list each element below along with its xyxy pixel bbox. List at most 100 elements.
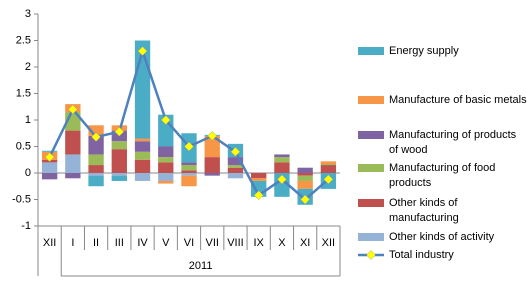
bar-segment bbox=[227, 167, 244, 173]
bar-segment bbox=[134, 159, 151, 173]
marker bbox=[184, 141, 194, 152]
legend-label: Manufacturing of products of wood bbox=[389, 129, 517, 156]
bar-segment bbox=[227, 165, 244, 168]
bar-segment bbox=[297, 180, 313, 189]
bar-segment bbox=[111, 173, 127, 176]
bar-segment bbox=[88, 165, 104, 173]
bar-segment bbox=[158, 180, 174, 184]
bar-segment bbox=[204, 173, 220, 176]
bar-segment bbox=[88, 154, 104, 166]
y-tick-label: 0.5 bbox=[16, 140, 31, 152]
bar-segment bbox=[181, 170, 197, 173]
bar-segment bbox=[134, 138, 151, 142]
bar-segment bbox=[297, 167, 313, 173]
bar-segment bbox=[158, 146, 174, 158]
bar-segment bbox=[251, 173, 267, 179]
bar-segment bbox=[274, 162, 290, 173]
bar-segment bbox=[181, 173, 197, 176]
bar-segment bbox=[65, 130, 81, 155]
bar-segment bbox=[88, 175, 104, 187]
legend-swatch bbox=[358, 131, 384, 139]
x-tick-label: X bbox=[278, 237, 286, 249]
y-tick-label: 0 bbox=[25, 167, 31, 179]
marker bbox=[277, 174, 287, 185]
bar-segment bbox=[181, 162, 197, 166]
marker bbox=[160, 115, 171, 125]
bar-segment bbox=[251, 178, 267, 181]
bar-segment bbox=[88, 125, 104, 136]
bar-segment bbox=[320, 163, 337, 166]
y-tick-label: 1 bbox=[25, 114, 31, 126]
y-tick-label: 2.5 bbox=[16, 34, 31, 46]
legend-swatch bbox=[358, 96, 384, 104]
x-tick-label: III bbox=[115, 237, 124, 249]
x-tick-label: VI bbox=[184, 237, 194, 249]
y-tick-label: -1 bbox=[21, 220, 31, 232]
bar-segment bbox=[88, 173, 104, 176]
legend-label: Manufacturing of food products bbox=[389, 162, 495, 189]
bar-segment bbox=[181, 165, 197, 171]
legend-swatch bbox=[358, 47, 384, 55]
bar-segment bbox=[158, 173, 174, 181]
marker bbox=[137, 46, 148, 56]
legend-swatch bbox=[358, 199, 384, 207]
legend-label: Other kinds of manufacturing bbox=[389, 197, 459, 224]
bar-segment bbox=[320, 161, 337, 164]
y-tick-label: 3 bbox=[25, 8, 31, 20]
x-tick-label: IV bbox=[137, 237, 148, 249]
x-tick-label: XII bbox=[43, 237, 56, 249]
legend-swatch bbox=[358, 233, 384, 241]
bar-segment bbox=[274, 154, 290, 158]
x-tick-label: XII bbox=[322, 237, 335, 249]
x-group-label: 2011 bbox=[189, 260, 213, 272]
bar-segment bbox=[158, 157, 174, 163]
marker bbox=[253, 190, 264, 201]
legend-label: Manufacture of basic metals bbox=[389, 94, 527, 106]
marker bbox=[230, 146, 241, 157]
marker bbox=[207, 131, 218, 141]
x-tick-label: XI bbox=[300, 237, 310, 249]
bar-segment bbox=[181, 175, 197, 187]
x-tick-label: VIII bbox=[227, 237, 244, 249]
bar-segment bbox=[134, 151, 151, 160]
bar-segment bbox=[158, 162, 174, 173]
y-tick-label: 2 bbox=[25, 61, 31, 73]
marker bbox=[44, 152, 55, 162]
legend-swatch bbox=[358, 164, 384, 172]
bar-segment bbox=[65, 154, 81, 173]
bar-segment bbox=[111, 141, 127, 150]
bar-segment bbox=[134, 141, 151, 152]
bar-segment bbox=[297, 173, 313, 176]
bar-segment bbox=[111, 175, 127, 181]
marker bbox=[67, 104, 78, 115]
x-tick-label: II bbox=[93, 237, 99, 249]
bar-segment bbox=[274, 157, 290, 163]
bar-segment bbox=[41, 173, 58, 180]
y-tick-label: -0.5 bbox=[12, 193, 31, 205]
bar-segment bbox=[41, 162, 58, 173]
legend-marker bbox=[366, 250, 376, 260]
bar-segment bbox=[320, 165, 337, 173]
bar-segment bbox=[227, 173, 244, 179]
x-tick-label: I bbox=[71, 237, 74, 249]
bar-segment bbox=[204, 135, 220, 158]
legend-label: Energy supply bbox=[389, 45, 459, 57]
x-tick-label: IX bbox=[253, 237, 264, 249]
marker bbox=[91, 132, 101, 142]
bar-segment bbox=[65, 173, 81, 179]
bar-segment bbox=[88, 135, 104, 155]
marker bbox=[323, 174, 334, 185]
bar-segment bbox=[297, 175, 313, 181]
bar-segment bbox=[227, 157, 244, 166]
y-tick-label: 1.5 bbox=[16, 87, 31, 99]
bar-segment bbox=[41, 150, 58, 152]
x-tick-label: V bbox=[162, 237, 170, 249]
marker bbox=[114, 126, 125, 137]
bar-segment bbox=[111, 149, 127, 173]
legend-label: Total industry bbox=[389, 249, 454, 261]
bar-segment bbox=[134, 173, 151, 181]
x-tick-label: VII bbox=[206, 237, 219, 249]
legend-label: Other kinds of activity bbox=[389, 231, 495, 243]
